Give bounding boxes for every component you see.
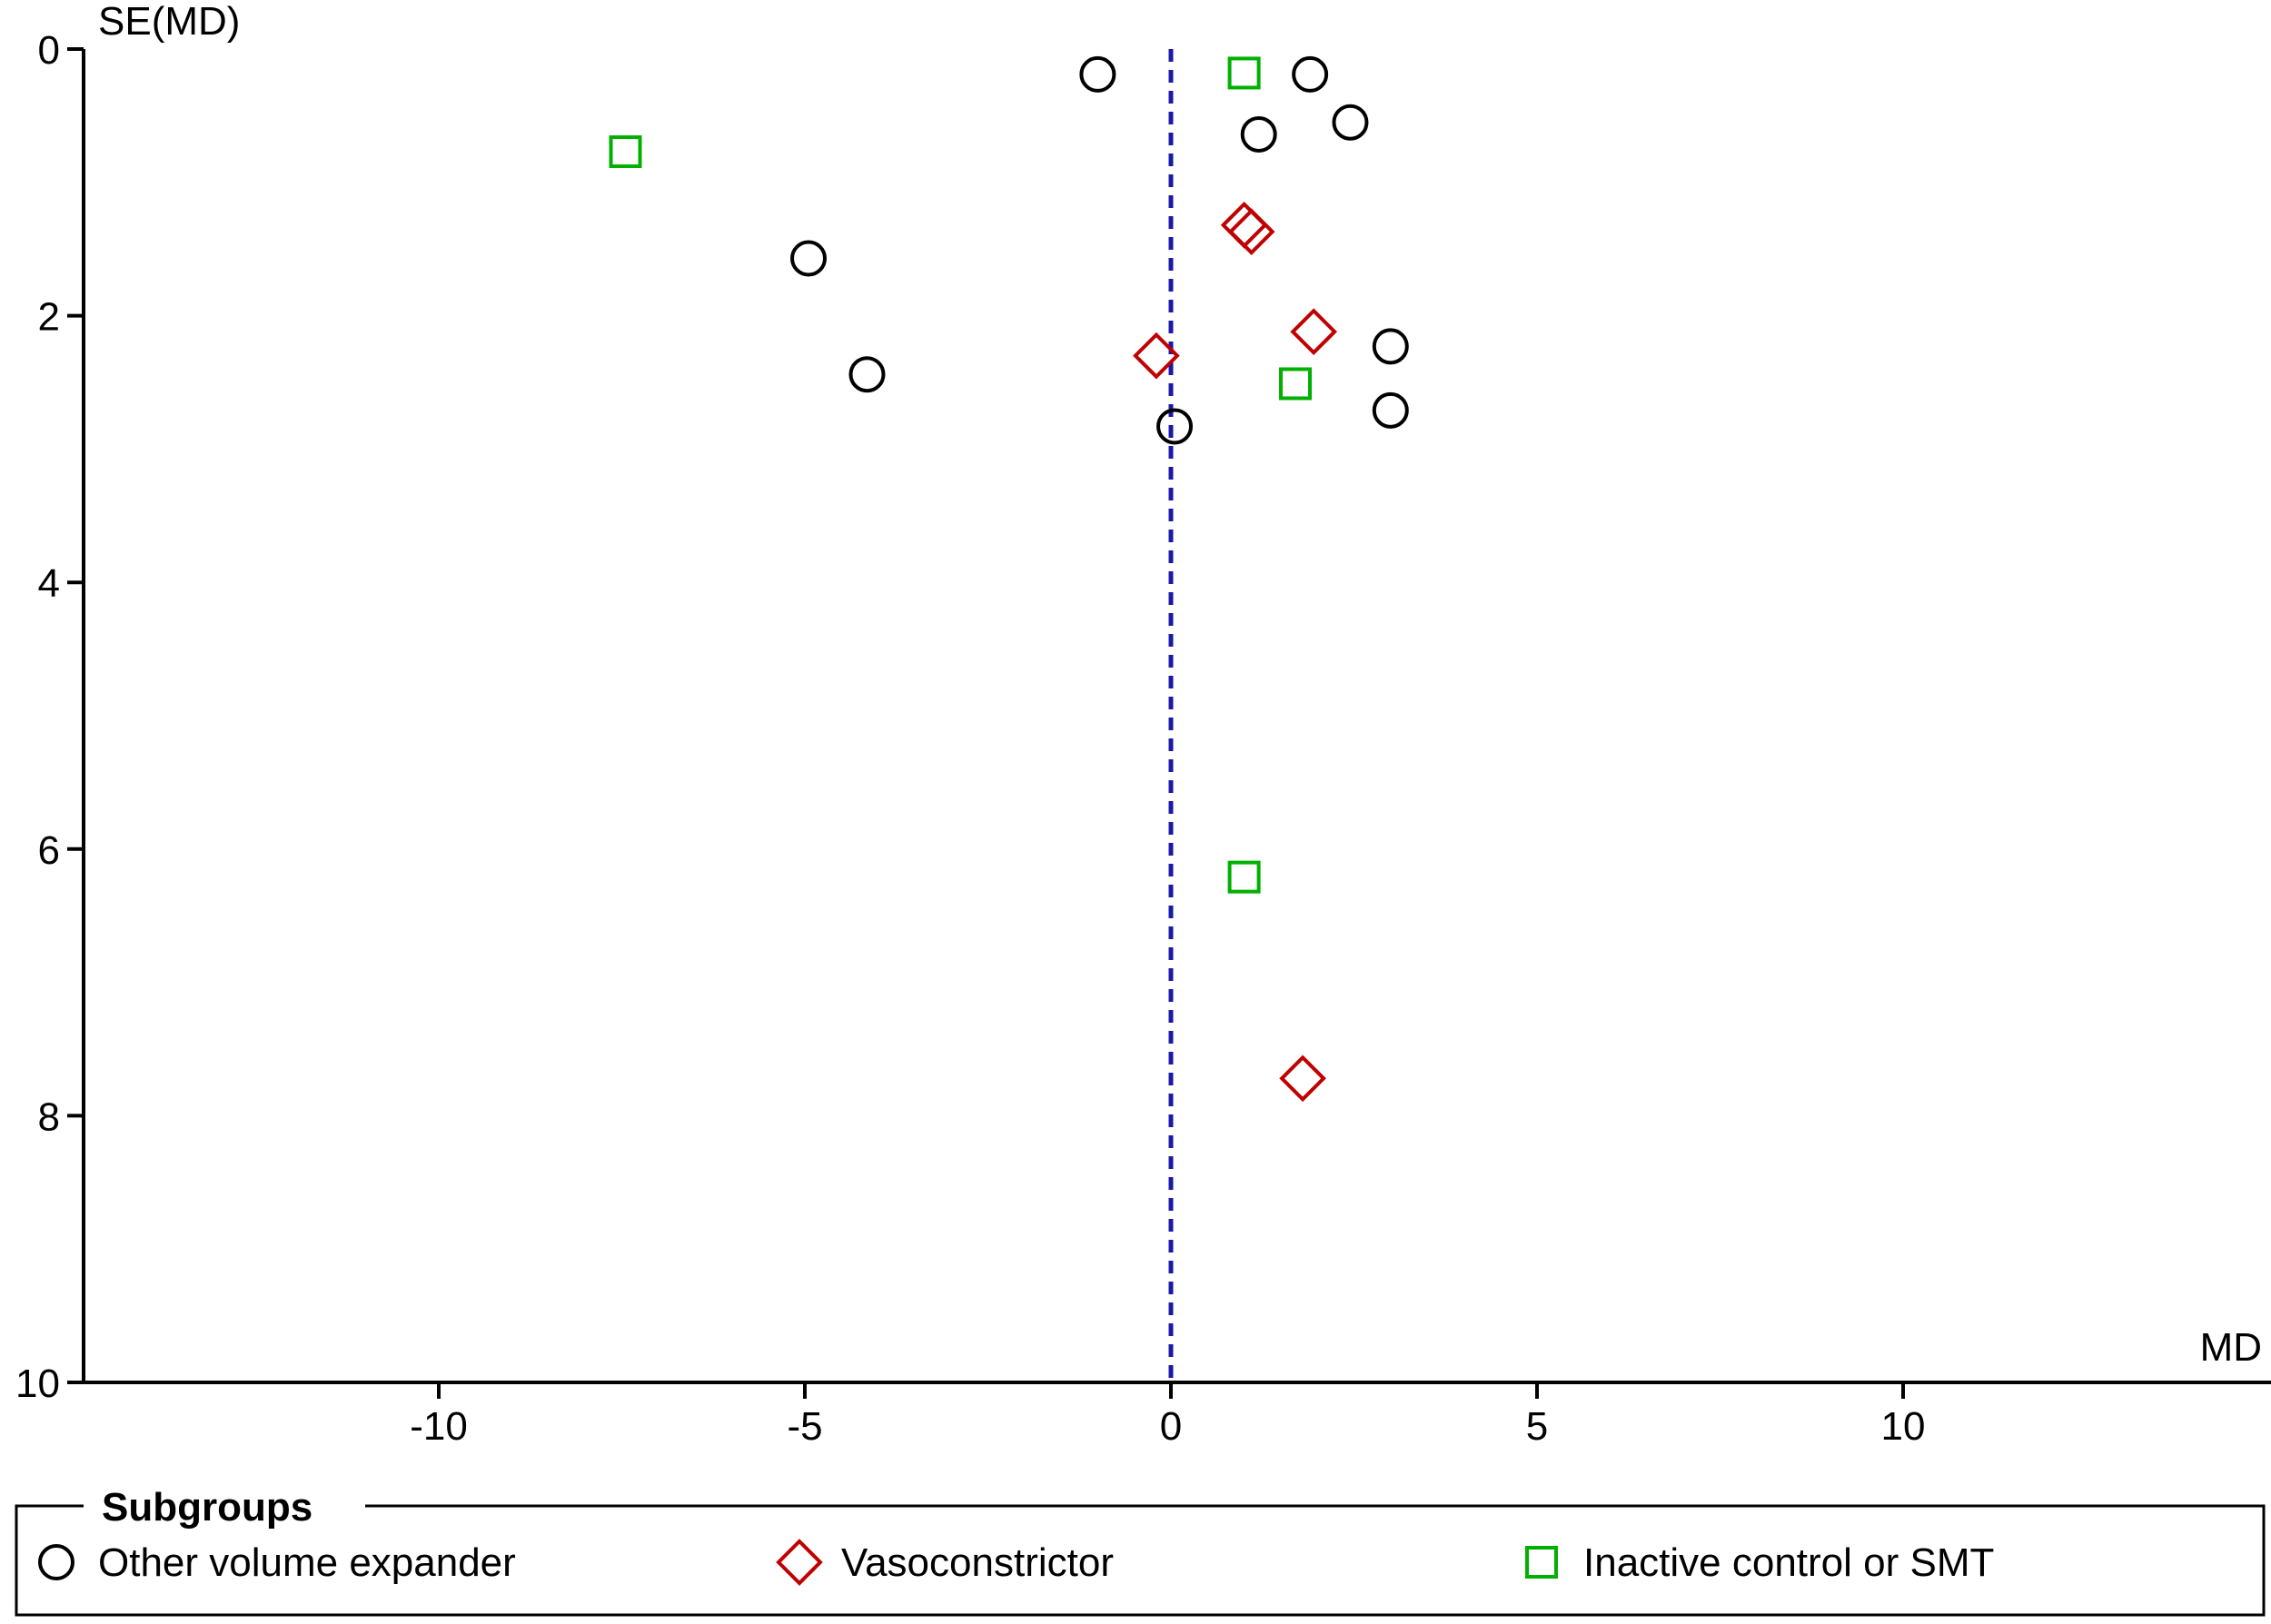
diamond-marker <box>1220 201 1268 249</box>
x-tick-label: -10 <box>410 1404 468 1449</box>
legend-circle-icon <box>38 1544 74 1580</box>
square-marker <box>1279 367 1313 401</box>
circle-marker <box>790 240 828 277</box>
diamond-marker <box>1227 208 1275 255</box>
y-tick-label: 8 <box>38 1094 60 1139</box>
circle-marker <box>848 356 886 393</box>
legend-frame <box>15 1504 2266 1617</box>
circle-marker <box>1372 328 1409 365</box>
square-marker <box>1227 56 1261 90</box>
x-tick-label: -5 <box>787 1404 822 1449</box>
legend-label: Vasoconstrictor <box>841 1540 1114 1585</box>
circle-marker <box>1156 408 1194 445</box>
data-markers <box>609 55 1409 1103</box>
diamond-marker <box>1279 1055 1326 1103</box>
circle-marker <box>1240 115 1277 153</box>
x-axis-title: MD <box>2200 1325 2262 1370</box>
x-ticks: -10 -5 0 5 10 <box>410 1382 1925 1449</box>
x-tick-label: 0 <box>1160 1404 1182 1449</box>
circle-marker <box>1372 391 1409 429</box>
y-tick-label: 10 <box>15 1362 60 1406</box>
y-axis-title: SE(MD) <box>98 0 240 44</box>
axes <box>82 49 2271 1384</box>
x-tick-label: 10 <box>1881 1404 1926 1449</box>
square-marker <box>609 135 642 169</box>
diamond-marker <box>1133 332 1180 380</box>
x-tick-label: 5 <box>1526 1404 1548 1449</box>
circle-marker <box>1292 55 1329 93</box>
y-tick-label: 2 <box>38 295 60 340</box>
legend-label: Other volume expander <box>98 1540 516 1585</box>
square-marker <box>1227 860 1261 894</box>
circle-marker <box>1332 104 1369 141</box>
y-tick-label: 6 <box>38 828 60 873</box>
legend-square-icon <box>1525 1546 1558 1579</box>
y-ticks: 0 2 4 6 8 10 <box>15 28 84 1406</box>
diamond-marker <box>1290 308 1337 356</box>
legend-items: Other volume expander Vasoconstrictor Inac… <box>38 1539 1994 1586</box>
legend-title: Subgroups <box>102 1485 312 1530</box>
y-tick-label: 0 <box>38 28 60 73</box>
y-tick-label: 4 <box>38 561 60 606</box>
legend-label: Inactive control or SMT <box>1583 1540 1994 1585</box>
legend-diamond-icon <box>776 1539 823 1586</box>
legend: Subgroups Other volume expander Vasoconst… <box>15 1485 2266 1617</box>
circle-marker <box>1079 55 1116 93</box>
